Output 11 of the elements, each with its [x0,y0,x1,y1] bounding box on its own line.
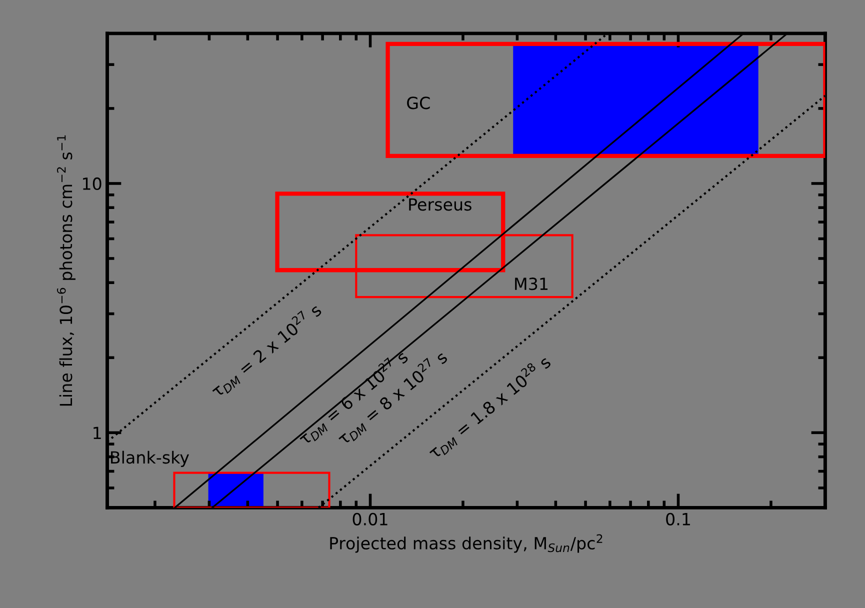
y-tick-label: 10 [83,177,102,190]
x-tick-label: 0.01 [352,512,388,526]
x-tick-label: 0.1 [666,512,690,526]
series-label: Perseus [409,198,472,211]
x-axis-title: Projected mass density, M$_{Sun}$/pc$^{2}$ [330,534,602,553]
series-label: GC [407,96,430,110]
series-label: M31 [515,278,548,290]
y-tick-label: 1 [94,426,101,439]
text: τ$_{DM}$ = 2 x 10$^{27}$ s [208,301,324,400]
series-label: Blank-sky [111,450,189,467]
y-axis-title: Line flux, 10$^{−6}$ photons cm$^{−2}$ s$^{−1}$ [56,135,76,406]
